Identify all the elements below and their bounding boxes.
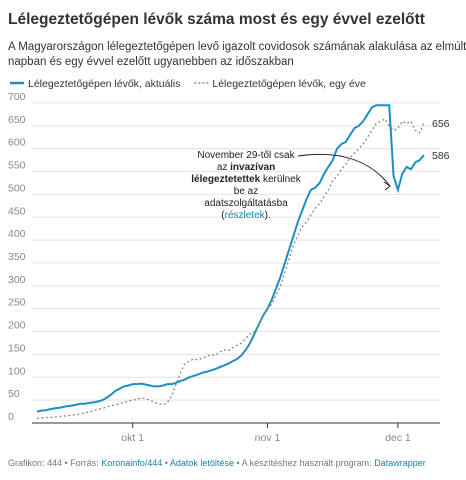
y-tick-label: 200 [8, 320, 26, 332]
y-tick-label: 100 [8, 365, 26, 377]
footer-link[interactable]: Koronainfo/444 [101, 458, 162, 468]
x-tick-label: nov 1 [255, 432, 281, 444]
annotation-bold: lélegeztetettek [191, 174, 260, 185]
y-tick-label: 400 [8, 228, 26, 240]
annotation-bold: invazívan [230, 162, 275, 173]
y-tick-label: 550 [8, 160, 26, 172]
y-tick-label: 150 [8, 342, 26, 354]
chart-title: Lélegeztetőgépen lévők száma most és egy… [8, 11, 425, 28]
y-tick-label: 0 [8, 411, 14, 423]
y-tick-label: 450 [8, 205, 26, 217]
annotation-arrow [297, 153, 391, 187]
annotation-line: az invazívan [217, 162, 275, 173]
annotation-text: ( [221, 210, 225, 221]
annotation: November 29-től csak az invazívan lélege… [191, 150, 301, 221]
footer-link[interactable]: Adatok letöltése [170, 458, 234, 468]
y-tick-label: 250 [8, 297, 26, 309]
y-tick-label: 600 [8, 137, 26, 149]
annotation-line: adatszolgáltatásba [204, 198, 288, 209]
annotation-text: ). [265, 210, 271, 221]
footer-link[interactable]: Datawrapper [374, 458, 426, 468]
plot: 0 50 100 150 200 250 300 350 400 450 500 550 600 650 7… [8, 91, 450, 444]
annotation-text: kerülnek [260, 174, 302, 185]
annotation-line: be az [234, 186, 258, 197]
x-tick-label: dec 1 [385, 432, 411, 444]
legend-label: Lélegeztetőgépen lévők, egy éve [212, 78, 366, 90]
y-tick-label: 50 [8, 388, 20, 400]
end-label: 656 [432, 118, 450, 130]
x-tick-label: okt 1 [121, 432, 144, 444]
end-label: 586 [432, 150, 450, 162]
annotation-line: November 29-től csak [197, 150, 295, 161]
footer-text: • A készítéshez használt program: [234, 458, 374, 468]
subtitle: A Magyarországon lélegeztetőgépen levő i… [8, 41, 466, 53]
y-tick-label: 500 [8, 182, 26, 194]
series-line [36, 104, 425, 413]
y-tick-label: 650 [8, 114, 26, 126]
annotation-text: az [217, 162, 230, 173]
footer: Grafikon: 444 • Forrás: Koronainfo/444 •… [8, 458, 426, 468]
y-tick-label: 350 [8, 251, 26, 263]
annotation-line: lélegeztetettek kerülnek [191, 174, 301, 185]
annotation-link[interactable]: részletek [225, 210, 266, 221]
annotation-arrowhead [383, 181, 391, 191]
subtitle: napban és egy évvel ezelőtt ugyanebben a… [8, 56, 294, 68]
footer-text: • [162, 458, 170, 468]
legend-label: Lélegeztetőgépen lévők, aktuális [28, 78, 180, 90]
y-tick-label: 300 [8, 274, 26, 286]
footer-text: Grafikon: 444 • Forrás: [8, 458, 101, 468]
annotation-line: (részletek). [221, 210, 270, 221]
y-tick-label: 700 [8, 91, 26, 103]
